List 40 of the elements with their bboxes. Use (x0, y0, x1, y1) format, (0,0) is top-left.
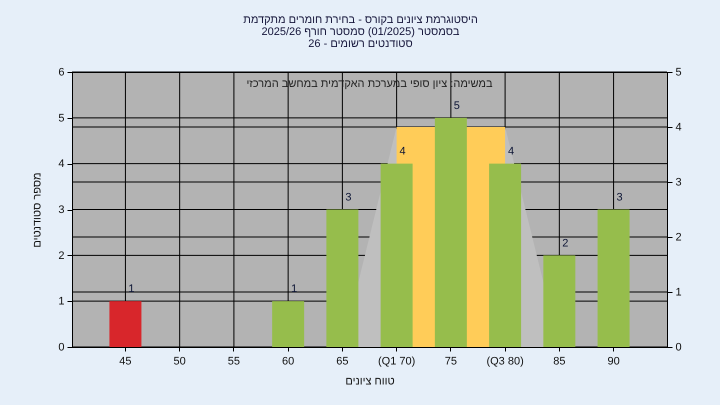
data-label: 3 (616, 192, 623, 204)
y-tick-label: 0 (58, 342, 64, 354)
y2-tick-label: 2 (676, 232, 682, 244)
x-axis-title: טווח ציונים (345, 376, 395, 388)
x-tick-label: 55 (228, 356, 240, 368)
y-tick-label: 2 (58, 250, 64, 262)
y-tick-label: 4 (58, 158, 64, 170)
x-tick-label: 45 (119, 356, 132, 368)
x-tick-label: 75 (444, 356, 457, 368)
data-label: 4 (508, 146, 514, 158)
y-tick-label: 6 (58, 66, 64, 78)
y2-tick-label: 0 (676, 342, 682, 354)
y-tick-label: 5 (58, 112, 64, 124)
bar (543, 255, 576, 347)
x-tick-label: (Q3 80) (486, 356, 524, 368)
y-tick-label: 3 (58, 204, 64, 216)
y-tick-label: 1 (58, 296, 64, 308)
x-tick-label: 65 (336, 356, 349, 368)
x-tick-label: 60 (282, 356, 294, 368)
x-tick-label: (Q1 70) (378, 356, 416, 368)
bar (272, 301, 304, 347)
y2-tick-label: 5 (676, 66, 682, 78)
bar (489, 164, 522, 347)
bar (109, 301, 142, 347)
y2-tick-label: 3 (676, 176, 682, 188)
x-tick-label: 85 (553, 356, 566, 368)
data-label: 5 (454, 100, 460, 112)
data-label: 2 (562, 237, 568, 250)
bar (380, 164, 413, 347)
x-tick-label: 90 (607, 356, 620, 368)
data-label: 3 (345, 192, 352, 204)
x-tick-label: 50 (174, 356, 186, 368)
y2-tick-label: 1 (676, 286, 682, 298)
bar (598, 210, 630, 347)
chart-title: היסטוגרמת ציונים בקורס - בחירת חומרים מתקדמת בסמסטר (01/2025) סמסטר חורף 2025/26 סטודנטים רשומים - 26 (243, 14, 478, 50)
y2-tick-label: 4 (676, 122, 682, 134)
bar (434, 118, 467, 347)
bar (326, 210, 358, 347)
y-axis-title: מספר סטודנטים (31, 172, 44, 248)
data-label: 4 (400, 146, 406, 158)
